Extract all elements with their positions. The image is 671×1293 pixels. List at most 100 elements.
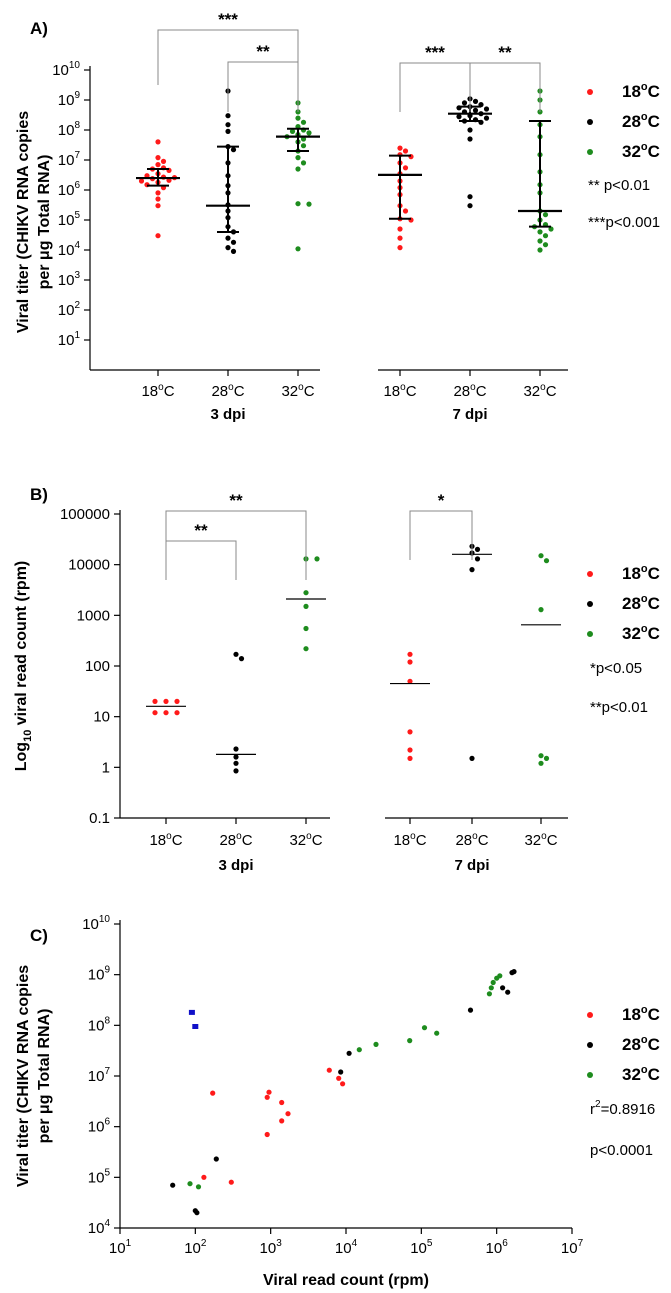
- panel-c-y-tick-label-1-base: 10: [88, 1169, 105, 1186]
- panel-a-series-4-point-7: [472, 107, 479, 113]
- panel-a-y-tick-label-4-exp: 5: [74, 210, 80, 221]
- panel-b-series-1-point-2: [233, 746, 239, 752]
- panel-a-series-2-point-2: [295, 115, 301, 121]
- panel-a-series-0-point-19: [155, 203, 161, 209]
- panel-c-x-tick-label-4-exp: 5: [427, 1238, 433, 1249]
- panel-b-y-axis-label-post: viral read count (rpm): [13, 561, 30, 730]
- panel-c-x-tick-label-3-exp: 4: [352, 1238, 358, 1249]
- panel-b-legend-label-degree: o: [641, 623, 648, 635]
- panel-b-series-4-point-1: [474, 546, 481, 553]
- panel-b-series-4-point-4: [469, 567, 475, 573]
- panel-a-legend-label-18: 18oC: [622, 81, 660, 101]
- panel-c-point-22: [505, 989, 511, 995]
- panel-b-legend-label-value: 28: [622, 594, 641, 613]
- panel-b-series-5-point-5: [538, 760, 544, 766]
- panel-a-series-5-point-19: [537, 247, 543, 253]
- panel-a-y-tick-label-3-base: 10: [58, 242, 75, 259]
- panel-a-series-4-point-18: [467, 194, 473, 200]
- panel-a-y-tick-label-1-exp: 2: [74, 300, 80, 311]
- panel-b-legend-label-unit: C: [648, 564, 660, 583]
- panel-a-series-0-point-13: [138, 178, 145, 184]
- panel-a-y-tick-label-3: 104: [58, 240, 81, 259]
- panel-a-x-tick-label-1-2-degree: o: [540, 382, 546, 393]
- panel-b-group-label-0: 3 dpi: [218, 857, 253, 874]
- panel-c-x-tick-label-4-base: 10: [410, 1240, 427, 1257]
- panel-b-x-tick-label-1-0-value: 18: [393, 832, 410, 849]
- panel-b-x-tick-label-0-2: 32oC: [289, 831, 322, 849]
- panel-c-legend-label-unit: C: [648, 1065, 660, 1084]
- panel-b-series-1-point-4: [233, 760, 239, 766]
- panel-a-legend-label-value: 28: [622, 112, 641, 131]
- panel-c-point-31: [434, 1030, 440, 1036]
- panel-c-x-tick-label-6-base: 10: [561, 1240, 578, 1257]
- panel-b-bracket-2-label: *: [438, 491, 445, 510]
- panel-a-legend-marker-18: [587, 89, 593, 95]
- panel-b-series-4-point-3: [474, 556, 481, 562]
- panel-c-y-tick-label-6-exp: 10: [99, 914, 111, 925]
- panel-a-series-3-point-1: [402, 148, 409, 154]
- panel-c-x-tick-label-1-base: 10: [184, 1240, 201, 1257]
- panel-c-x-tick-label-2-exp: 3: [276, 1238, 282, 1249]
- panel-a-series-1-point-5: [230, 147, 237, 153]
- panel-c-x-tick-label-3: 104: [335, 1238, 358, 1257]
- panel-a-x-tick-label-0-1-value: 28: [211, 383, 228, 400]
- panel-a-x-tick-label-0-0-degree: o: [158, 382, 164, 393]
- panel-a-y-tick-label-4-base: 10: [58, 212, 75, 229]
- panel-b-x-tick-label-0-1-degree: o: [236, 831, 242, 842]
- panel-c-point-9: [285, 1111, 291, 1117]
- panel-c-y-tick-label-1-exp: 5: [104, 1167, 110, 1178]
- panel-b-y-tick-label-2: 10: [93, 709, 110, 726]
- panel-b-series-1-point-3: [233, 754, 239, 760]
- panel-b-series-3-point-1: [407, 659, 413, 665]
- panel-a-series-3-point-5: [402, 165, 409, 171]
- panel-c-point-3: [201, 1174, 207, 1180]
- panel-c-legend-marker-18: [587, 1012, 593, 1018]
- panel-c-y-tick-label-5-exp: 9: [104, 965, 110, 976]
- panel-b-x-tick-label-0-0-degree: o: [166, 831, 172, 842]
- panel-a-note-1: ***p<0.001: [588, 214, 660, 231]
- panel-c-point-25: [187, 1181, 193, 1187]
- panel-a-x-tick-label-1-1-unit: C: [476, 383, 487, 400]
- panel-c-y-tick-label-0: 104: [88, 1218, 111, 1237]
- panel-a-x-tick-label-1-2-value: 32: [523, 383, 540, 400]
- panel-a-x-tick-label-0-2-unit: C: [304, 383, 315, 400]
- panel-c-legend-label-value: 32: [622, 1065, 641, 1084]
- panel-a-series-1-point-17: [225, 245, 231, 251]
- panel-a-series-4-point-11: [456, 114, 462, 120]
- panel-b-x-tick-label-1-1-degree: o: [472, 831, 478, 842]
- panel-a-legend-label-unit: C: [648, 112, 660, 131]
- panel-c-y-tick-label-4-base: 10: [88, 1017, 105, 1034]
- panel-a-x-tick-label-0-2: 32oC: [281, 382, 314, 400]
- panel-a-series-1-point-2: [225, 122, 231, 128]
- panel-a-x-tick-label-0-1-unit: C: [234, 383, 245, 400]
- panel-a-x-tick-label-1-1-value: 28: [453, 383, 470, 400]
- panel-a-y-tick-label-0-base: 10: [58, 332, 75, 349]
- panel-c-point-8: [279, 1099, 285, 1106]
- panel-a-y-tick-label-0-exp: 1: [74, 330, 80, 341]
- panel-c-point-12: [336, 1075, 342, 1081]
- panel-a-series-2-point-17: [295, 201, 301, 207]
- panel-a-series-2-point-15: [300, 160, 307, 166]
- panel-a-series-5-point-17: [537, 238, 543, 244]
- panel-a-group-label-0: 3 dpi: [210, 406, 245, 423]
- panel-b-x-tick-label-0-2-unit: C: [312, 832, 323, 849]
- panel-a-series-2-point-6: [289, 128, 296, 134]
- panel-b-legend-label-28: 28oC: [622, 593, 660, 613]
- panel-a-y-tick-label-7-base: 10: [58, 122, 75, 139]
- panel-b-series-5-point-4: [543, 755, 550, 762]
- panel-b-x-tick-label-1-1: 28oC: [455, 831, 488, 849]
- panel-a-bracket-0-label: ***: [218, 10, 238, 29]
- panel-b-series-2-point-3: [303, 603, 309, 610]
- panel-c-point-4: [228, 1179, 234, 1185]
- panel-c-legend-label-unit: C: [648, 1035, 660, 1054]
- panel-a-series-0-point-3: [155, 162, 161, 168]
- panel-c-y-tick-label-1: 105: [88, 1167, 111, 1186]
- panel-c-r-squared-r: r: [590, 1101, 595, 1118]
- panel-c-x-tick-label-2: 103: [260, 1238, 283, 1257]
- panel-a-series-0-point-17: [155, 190, 161, 196]
- panel-b-bracket-1-label: **: [194, 521, 208, 540]
- panel-b-y-axis-label-pre: Log: [13, 742, 30, 771]
- panel-a-x-tick-label-1-0-degree: o: [400, 382, 406, 393]
- panel-a-y-axis-label-line1: Viral titer (CHIKV RNA copies: [15, 111, 32, 333]
- panel-b-legend-label-32: 32oC: [622, 623, 660, 643]
